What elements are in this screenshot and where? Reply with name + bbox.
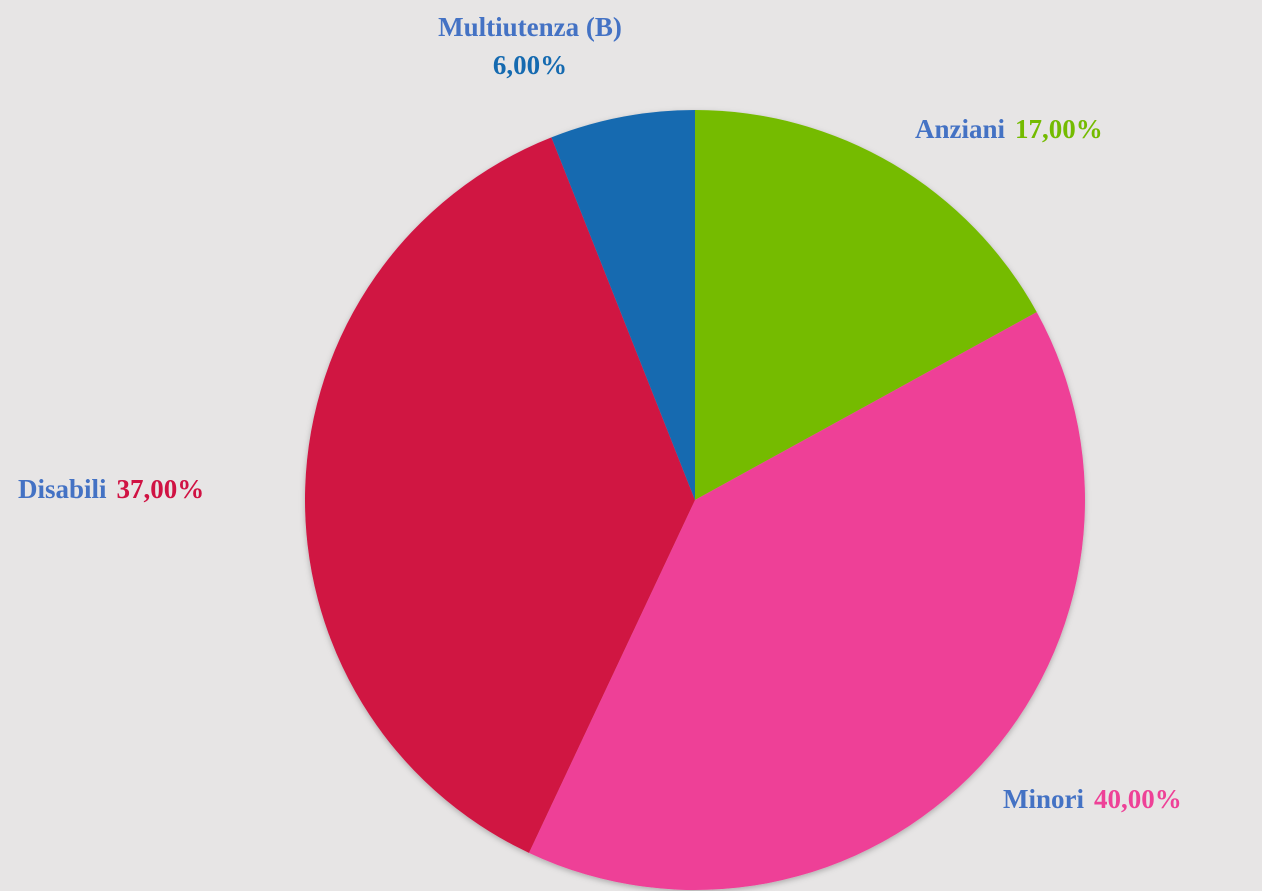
slice-label: Multiutenza (B) 6,00% [438, 12, 622, 80]
category-label: Anziani [915, 114, 1006, 144]
slice-label: Disabili 37,00% [18, 474, 204, 504]
pie-slice [528, 312, 1085, 890]
slice-label: Anziani 17,00% [915, 114, 1103, 144]
pie-slice [551, 110, 695, 500]
value-label: 17,00% [1015, 114, 1103, 144]
pie [305, 110, 1085, 890]
category-label: Disabili [18, 474, 107, 504]
slice-label: Minori 40,00% [1003, 784, 1182, 814]
pie-slice [305, 137, 695, 853]
value-label: 37,00% [117, 474, 205, 504]
category-label: Multiutenza (B) [438, 12, 622, 42]
pie-slice [695, 110, 1037, 500]
value-label: 40,00% [1094, 784, 1182, 814]
category-label: Minori [1003, 784, 1084, 814]
value-label: 6,00% [493, 50, 567, 80]
